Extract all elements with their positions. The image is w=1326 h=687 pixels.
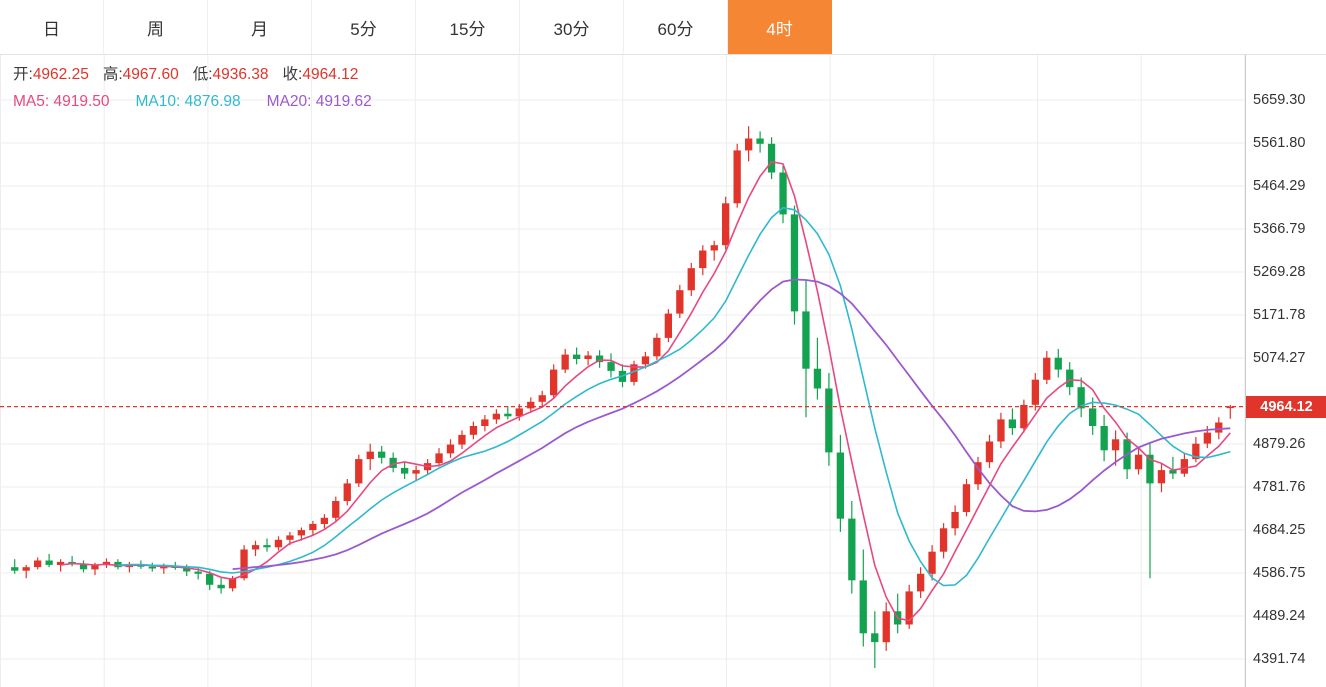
high-label: 高: <box>102 66 123 83</box>
tab-月[interactable]: 月 <box>208 0 312 54</box>
axis-tick: 5171.78 <box>1253 306 1306 323</box>
chart-area: 开: 4962.25 高: 4967.60 低: 4936.38 收: 4964.12 … <box>0 55 1326 687</box>
axis-tick: 5366.79 <box>1253 220 1306 237</box>
axis-tick: 4684.25 <box>1253 522 1306 538</box>
axis-tick: 4879.26 <box>1253 436 1306 452</box>
candlestick-chart[interactable] <box>0 55 1245 687</box>
ma-legend-ma20: MA20: 4919.62 <box>266 93 372 110</box>
axis-tick: 4781.76 <box>1253 478 1306 495</box>
tab-4时[interactable]: 4时 <box>728 0 832 54</box>
timeframe-tabbar: 日周月 5分 15分 30分 60分 4时 <box>0 0 1326 55</box>
tab-60分[interactable]: 60分 <box>624 0 728 54</box>
high-value: 4967.60 <box>122 66 179 83</box>
axis-tick: 4489.24 <box>1253 608 1306 624</box>
axis-tick: 4391.74 <box>1253 651 1306 667</box>
price-axis: 5659.30 5561.80 5464.29 5366.79 5269.28 5171.… <box>1245 55 1326 687</box>
close-value: 4964.12 <box>302 66 359 83</box>
ma-legend-ma5: MA5: 4919.50 <box>13 93 110 110</box>
tab-周[interactable]: 周 <box>104 0 208 54</box>
chart-info-overlay: 开: 4962.25 高: 4967.60 低: 4936.38 收: 4964.12 … <box>13 61 398 115</box>
axis-tick: 5074.27 <box>1253 350 1306 366</box>
tab-15分[interactable]: 15分 <box>416 0 520 54</box>
axis-tick: 5269.28 <box>1253 264 1306 280</box>
axis-tick: 5561.80 <box>1253 134 1306 151</box>
open-value: 4962.25 <box>32 66 89 83</box>
tab-30分[interactable]: 30分 <box>520 0 624 54</box>
axis-tick: 4586.75 <box>1253 564 1306 581</box>
ma-legend-line: MA5: 4919.50 MA10: 4876.98 MA20: 4919.62 <box>13 88 398 115</box>
low-label: 低: <box>192 66 213 83</box>
open-label: 开: <box>13 66 33 83</box>
axis-tick: 5464.29 <box>1253 178 1306 194</box>
tab-5分[interactable]: 5分 <box>312 0 416 54</box>
current-price-tag: 4964.12 <box>1246 395 1326 418</box>
tab-日[interactable]: 日 <box>0 0 104 54</box>
axis-tick: 5659.30 <box>1253 92 1306 108</box>
low-value: 4936.38 <box>212 66 269 83</box>
close-label: 收: <box>282 66 303 83</box>
ma-legend-ma10: MA10: 4876.98 <box>135 93 241 110</box>
ohlc-info-line: 开: 4962.25 高: 4967.60 低: 4936.38 收: 4964.12 <box>13 61 398 88</box>
